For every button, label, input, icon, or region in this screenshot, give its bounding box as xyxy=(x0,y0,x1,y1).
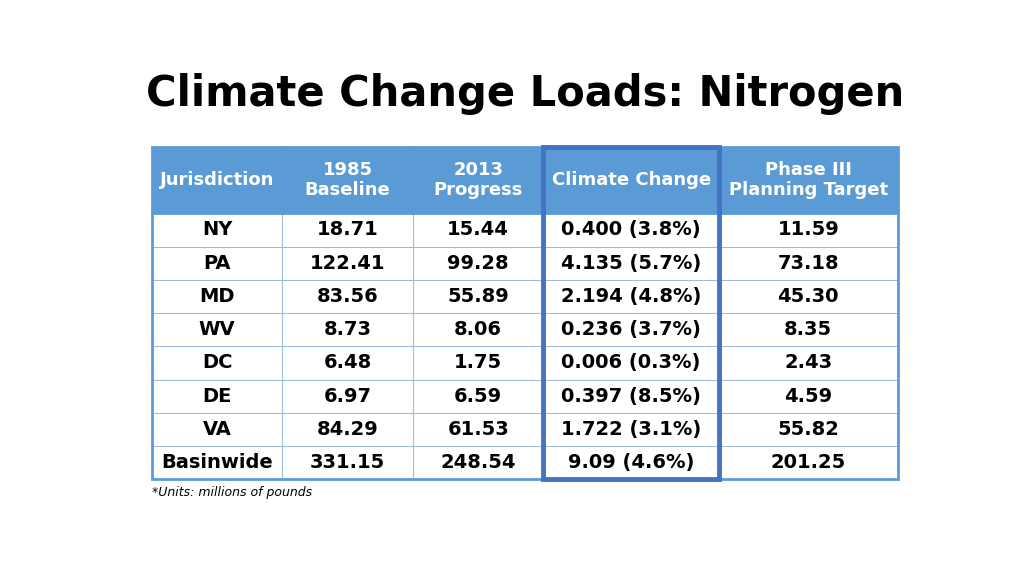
Text: 15.44: 15.44 xyxy=(447,221,509,240)
Bar xyxy=(413,280,544,313)
Bar xyxy=(544,247,719,280)
Text: 122.41: 122.41 xyxy=(310,253,385,272)
Text: 8.06: 8.06 xyxy=(455,320,502,339)
Bar xyxy=(544,280,719,313)
Text: 4.135 (5.7%): 4.135 (5.7%) xyxy=(561,253,701,272)
Bar xyxy=(283,446,413,479)
Text: 2013
Progress: 2013 Progress xyxy=(433,161,523,199)
Text: Climate Change Loads: Nitrogen: Climate Change Loads: Nitrogen xyxy=(145,73,904,115)
Text: 0.400 (3.8%): 0.400 (3.8%) xyxy=(561,221,700,240)
Text: 8.73: 8.73 xyxy=(324,320,372,339)
Bar xyxy=(283,247,413,280)
Text: 248.54: 248.54 xyxy=(440,453,516,472)
Bar xyxy=(719,313,898,346)
Bar xyxy=(283,380,413,413)
Text: 84.29: 84.29 xyxy=(316,420,379,439)
Text: 6.97: 6.97 xyxy=(324,386,372,406)
Text: 8.35: 8.35 xyxy=(784,320,833,339)
Bar xyxy=(544,380,719,413)
Text: Climate Change: Climate Change xyxy=(552,171,711,189)
Text: Basinwide: Basinwide xyxy=(161,453,273,472)
Bar xyxy=(544,446,719,479)
Bar xyxy=(413,213,544,247)
Text: 2.194 (4.8%): 2.194 (4.8%) xyxy=(561,287,701,306)
Bar xyxy=(719,446,898,479)
Bar xyxy=(152,413,283,446)
Bar xyxy=(283,346,413,380)
Text: 55.89: 55.89 xyxy=(447,287,509,306)
Text: WV: WV xyxy=(199,320,236,339)
Bar xyxy=(544,346,719,380)
Text: 2.43: 2.43 xyxy=(784,354,833,373)
Text: 331.15: 331.15 xyxy=(310,453,385,472)
Text: DE: DE xyxy=(203,386,231,406)
Bar xyxy=(413,247,544,280)
Text: MD: MD xyxy=(200,287,234,306)
Text: 61.53: 61.53 xyxy=(447,420,509,439)
Text: 9.09 (4.6%): 9.09 (4.6%) xyxy=(568,453,694,472)
Bar xyxy=(283,413,413,446)
Text: 83.56: 83.56 xyxy=(316,287,379,306)
Bar xyxy=(719,346,898,380)
Text: 45.30: 45.30 xyxy=(777,287,839,306)
Text: *Units: millions of pounds: *Units: millions of pounds xyxy=(152,486,312,499)
Bar xyxy=(413,313,544,346)
Bar xyxy=(413,413,544,446)
Text: Jurisdiction: Jurisdiction xyxy=(160,171,274,189)
Bar xyxy=(152,446,283,479)
Text: 1985
Baseline: 1985 Baseline xyxy=(305,161,390,199)
Text: 0.397 (8.5%): 0.397 (8.5%) xyxy=(561,386,701,406)
Bar xyxy=(719,247,898,280)
Text: 6.59: 6.59 xyxy=(454,386,502,406)
Bar xyxy=(544,413,719,446)
Text: 55.82: 55.82 xyxy=(777,420,840,439)
Text: PA: PA xyxy=(204,253,230,272)
Bar xyxy=(719,213,898,247)
Bar xyxy=(152,247,283,280)
Bar xyxy=(719,380,898,413)
Text: 4.59: 4.59 xyxy=(784,386,833,406)
Text: 1.722 (3.1%): 1.722 (3.1%) xyxy=(561,420,701,439)
Bar xyxy=(544,313,719,346)
Text: 201.25: 201.25 xyxy=(771,453,846,472)
Text: Phase III
Planning Target: Phase III Planning Target xyxy=(729,161,888,199)
Bar xyxy=(413,446,544,479)
Bar xyxy=(413,346,544,380)
Bar xyxy=(152,280,283,313)
Text: 6.48: 6.48 xyxy=(324,354,372,373)
Bar xyxy=(413,380,544,413)
Text: 1.75: 1.75 xyxy=(454,354,502,373)
Text: 99.28: 99.28 xyxy=(447,253,509,272)
Bar xyxy=(544,213,719,247)
Bar xyxy=(152,313,283,346)
Text: VA: VA xyxy=(203,420,231,439)
Text: NY: NY xyxy=(202,221,232,240)
Bar xyxy=(719,413,898,446)
Text: 18.71: 18.71 xyxy=(316,221,379,240)
Bar xyxy=(283,313,413,346)
Bar xyxy=(152,213,283,247)
Text: 0.236 (3.7%): 0.236 (3.7%) xyxy=(561,320,701,339)
Bar xyxy=(283,213,413,247)
Text: 0.006 (0.3%): 0.006 (0.3%) xyxy=(561,354,700,373)
Bar xyxy=(152,380,283,413)
Bar xyxy=(283,280,413,313)
Text: 73.18: 73.18 xyxy=(777,253,839,272)
Bar xyxy=(152,346,283,380)
Text: 11.59: 11.59 xyxy=(777,221,839,240)
Bar xyxy=(719,280,898,313)
Text: DC: DC xyxy=(202,354,232,373)
